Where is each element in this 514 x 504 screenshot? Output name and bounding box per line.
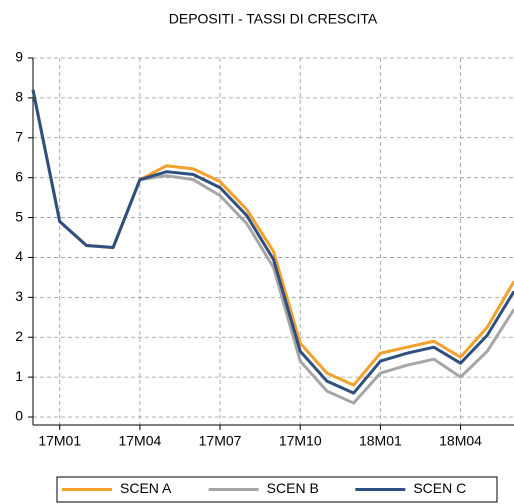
y-tick-label: 7	[15, 128, 23, 144]
x-tick-label: 18M01	[359, 433, 402, 449]
legend-label: SCEN A	[120, 480, 172, 496]
line-series	[31, 89, 514, 387]
y-tick-label: 1	[15, 368, 23, 384]
legend-box	[56, 476, 498, 503]
x-tick-label: 18M04	[439, 433, 482, 449]
line-series	[31, 89, 514, 395]
y-tick-label: 2	[15, 328, 23, 344]
x-tick-label: 17M10	[279, 433, 322, 449]
x-tick-label: 17M01	[38, 433, 81, 449]
y-tick-label: 6	[15, 168, 23, 184]
legend-label: SCEN B	[267, 480, 319, 496]
y-tick-label: 9	[15, 49, 23, 65]
x-tick-label: 17M04	[118, 433, 161, 449]
chart-title: DEPOSITI - TASSI DI CRESCITA	[169, 11, 378, 27]
y-tick-label: 0	[15, 408, 23, 424]
y-tick-label: 8	[15, 89, 23, 105]
y-tick-label: 4	[15, 248, 23, 264]
y-tick-label: 5	[15, 208, 23, 224]
y-tick-label: 3	[15, 288, 23, 304]
x-tick-label: 17M07	[199, 433, 242, 449]
legend-label: SCEN C	[413, 480, 466, 496]
